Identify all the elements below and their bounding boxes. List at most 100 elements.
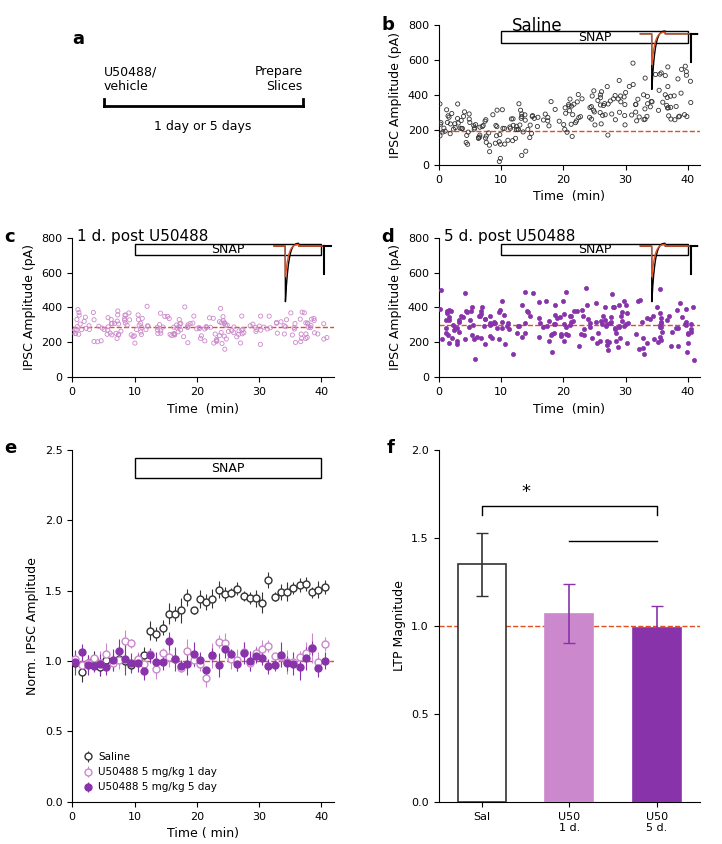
- Point: [632, 343, 644, 356]
- Point: [446, 331, 458, 344]
- Text: e: e: [4, 440, 17, 457]
- Point: [453, 313, 464, 327]
- Point: [79, 315, 90, 328]
- Point: [624, 79, 635, 93]
- Point: [261, 322, 273, 336]
- Point: [119, 308, 131, 322]
- Point: [208, 336, 219, 349]
- Point: [491, 322, 503, 335]
- Point: [642, 311, 653, 325]
- Point: [543, 119, 554, 133]
- Point: [281, 313, 292, 327]
- Point: [477, 119, 489, 133]
- Point: [464, 112, 475, 126]
- Point: [561, 126, 573, 139]
- Point: [525, 310, 536, 323]
- Point: [591, 296, 602, 310]
- Point: [182, 321, 193, 334]
- Point: [83, 319, 95, 333]
- Point: [651, 300, 663, 314]
- Point: [620, 316, 632, 330]
- Point: [567, 108, 578, 122]
- Point: [657, 95, 669, 109]
- Point: [681, 302, 692, 316]
- Point: [586, 89, 598, 103]
- Point: [214, 315, 225, 328]
- Point: [558, 307, 570, 321]
- Point: [632, 93, 643, 106]
- Point: [676, 62, 687, 76]
- Point: [127, 330, 139, 344]
- Point: [207, 311, 219, 325]
- Point: [656, 321, 667, 334]
- Point: [507, 134, 518, 148]
- Point: [549, 317, 561, 331]
- Point: [516, 110, 528, 123]
- Point: [560, 106, 571, 120]
- Point: [494, 306, 505, 319]
- Point: [219, 316, 230, 330]
- Point: [560, 320, 571, 333]
- Point: [685, 322, 697, 335]
- Point: [312, 327, 323, 341]
- Point: [603, 336, 614, 349]
- Point: [123, 313, 135, 327]
- Point: [560, 327, 572, 340]
- Point: [474, 121, 486, 134]
- Point: [214, 329, 225, 343]
- Point: [155, 324, 167, 338]
- Point: [613, 320, 625, 333]
- Point: [97, 322, 108, 335]
- Point: [279, 320, 291, 333]
- Point: [446, 106, 458, 120]
- X-axis label: Time ( min): Time ( min): [167, 827, 239, 840]
- Point: [576, 303, 588, 316]
- Point: [106, 328, 118, 342]
- Point: [152, 321, 163, 334]
- Point: [264, 310, 275, 323]
- Point: [456, 122, 467, 135]
- Point: [110, 327, 122, 340]
- Point: [602, 128, 614, 142]
- Point: [215, 316, 227, 329]
- Point: [199, 334, 211, 348]
- Point: [174, 317, 186, 331]
- Point: [554, 310, 565, 323]
- Point: [645, 311, 656, 325]
- Point: [435, 117, 446, 131]
- Point: [504, 120, 516, 133]
- Point: [264, 321, 276, 334]
- Point: [516, 149, 528, 162]
- Point: [575, 110, 586, 123]
- Point: [662, 101, 674, 115]
- Point: [556, 327, 567, 340]
- Point: [595, 88, 606, 101]
- Point: [523, 306, 534, 319]
- Point: [152, 327, 164, 340]
- X-axis label: Time  (min): Time (min): [167, 403, 239, 415]
- Point: [298, 306, 310, 320]
- Point: [300, 327, 312, 341]
- Point: [601, 338, 612, 351]
- Point: [513, 320, 525, 333]
- Point: [594, 334, 606, 348]
- Point: [168, 327, 180, 341]
- Point: [499, 138, 510, 151]
- Point: [182, 336, 193, 349]
- Point: [584, 111, 596, 124]
- Point: [545, 328, 557, 342]
- Point: [622, 316, 634, 330]
- Point: [602, 343, 614, 356]
- Text: a: a: [72, 30, 84, 47]
- Point: [132, 308, 144, 322]
- Point: [534, 311, 545, 325]
- Point: [142, 300, 153, 313]
- Point: [555, 329, 567, 343]
- Point: [633, 111, 645, 124]
- Point: [249, 321, 261, 334]
- Point: [494, 154, 505, 168]
- Point: [496, 316, 508, 329]
- Point: [614, 106, 625, 119]
- Point: [640, 72, 651, 85]
- Point: [575, 327, 586, 341]
